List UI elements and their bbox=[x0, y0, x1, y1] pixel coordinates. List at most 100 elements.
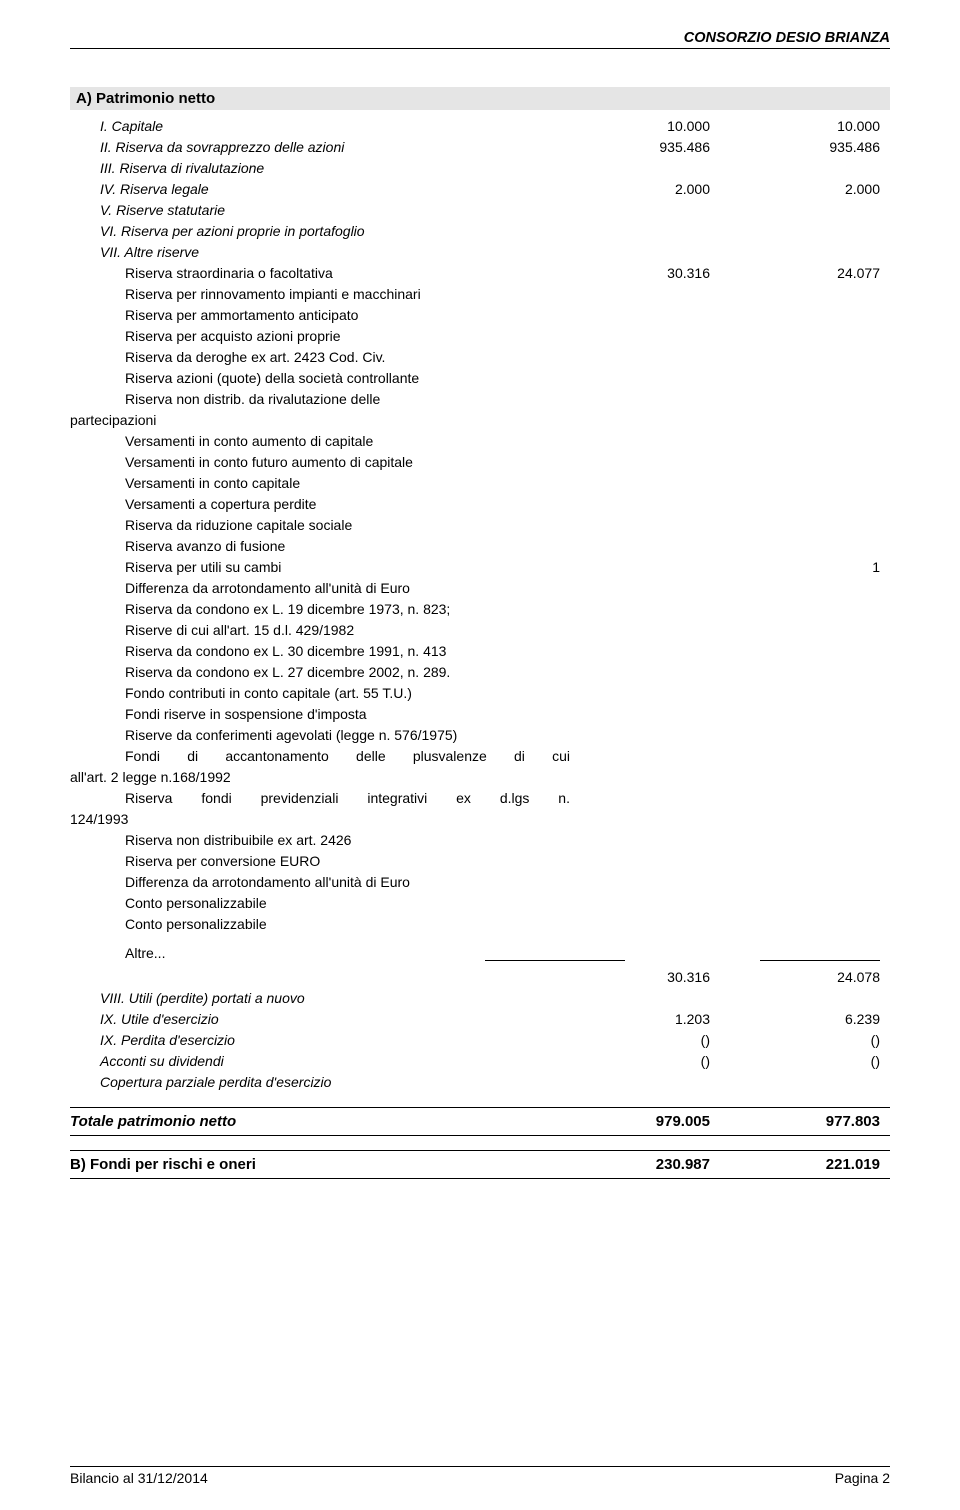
label: Totale patrimonio netto bbox=[70, 1113, 570, 1130]
value-b: 24.077 bbox=[740, 263, 890, 284]
row-conversione: Riserva per conversione EURO bbox=[70, 851, 890, 872]
label: Copertura parziale perdita d'esercizio bbox=[70, 1072, 570, 1093]
label: all'art. 2 legge n.168/1992 bbox=[70, 767, 570, 788]
row-rinnovamento: Riserva per rinnovamento impianti e macc… bbox=[70, 284, 890, 305]
row-subtotal-vii: 30.316 24.078 bbox=[70, 967, 890, 988]
row-conferimenti: Riserve da conferimenti agevolati (legge… bbox=[70, 725, 890, 746]
row-statutarie: V. Riserve statutarie bbox=[70, 200, 890, 221]
label: IX. Perdita d'esercizio bbox=[70, 1030, 570, 1051]
row-deroghe: Riserva da deroghe ex art. 2423 Cod. Civ… bbox=[70, 347, 890, 368]
label: III. Riserva di rivalutazione bbox=[70, 158, 570, 179]
row-riduzione: Riserva da riduzione capitale sociale bbox=[70, 515, 890, 536]
row-copertura-parz: Copertura parziale perdita d'esercizio bbox=[70, 1072, 890, 1093]
value-b: 221.019 bbox=[740, 1156, 890, 1173]
row-diff-arr1: Differenza da arrotondamento all'unità d… bbox=[70, 578, 890, 599]
row-fondi-sosp: Fondi riserve in sospensione d'imposta bbox=[70, 704, 890, 725]
page-container: CONSORZIO DESIO BRIANZA A) Patrimonio ne… bbox=[0, 0, 960, 1510]
label: Riserva azioni (quote) della società con… bbox=[70, 368, 570, 389]
label: Riserva per ammortamento anticipato bbox=[70, 305, 570, 326]
row-straordinaria: Riserva straordinaria o facoltativa 30.3… bbox=[70, 263, 890, 284]
row-condono73-1: Riserva da condono ex L. 19 dicembre 197… bbox=[70, 599, 890, 620]
label: Conto personalizzabile bbox=[70, 893, 570, 914]
label: Fondi riserve in sospensione d'imposta bbox=[70, 704, 570, 725]
label: Riserva da condono ex L. 30 dicembre 199… bbox=[70, 641, 570, 662]
label: II. Riserva da sovrapprezzo delle azioni bbox=[70, 137, 570, 158]
row-ammortamento: Riserva per ammortamento anticipato bbox=[70, 305, 890, 326]
section-a-header: A) Patrimonio netto bbox=[70, 87, 890, 110]
label: Riserva avanzo di fusione bbox=[70, 536, 570, 557]
label: Conto personalizzabile bbox=[70, 914, 570, 935]
row-total-patrimonio: Totale patrimonio netto 979.005 977.803 bbox=[70, 1107, 890, 1136]
row-section-b: B) Fondi per rischi e oneri 230.987 221.… bbox=[70, 1150, 890, 1179]
label: Riserva per rinnovamento impianti e macc… bbox=[70, 284, 570, 305]
label: Riserve da conferimenti agevolati (legge… bbox=[70, 725, 570, 746]
value-b: 935.486 bbox=[740, 137, 890, 158]
row-plusvalenze-1: Fondi di accantonamento delle plusvalenz… bbox=[70, 746, 890, 767]
value-a: 935.486 bbox=[570, 137, 740, 158]
label: Altre... bbox=[70, 945, 485, 961]
label: Differenza da arrotondamento all'unità d… bbox=[70, 872, 570, 893]
row-vers-copertura: Versamenti a copertura perdite bbox=[70, 494, 890, 515]
row-previdenziali-1: Riserva fondi previdenziali integrativi … bbox=[70, 788, 890, 809]
label: Versamenti a copertura perdite bbox=[70, 494, 570, 515]
header-org: CONSORZIO DESIO BRIANZA bbox=[70, 30, 890, 49]
value-a: 979.005 bbox=[570, 1113, 740, 1130]
value-b: 24.078 bbox=[740, 967, 890, 988]
row-capitale: I. Capitale 10.000 10.000 bbox=[70, 116, 890, 137]
label: partecipazioni bbox=[70, 410, 570, 431]
value-b: () bbox=[740, 1030, 890, 1051]
section-b-title: B) Fondi per rischi e oneri bbox=[70, 1156, 570, 1173]
row-controllante: Riserva azioni (quote) della società con… bbox=[70, 368, 890, 389]
value-b bbox=[740, 158, 890, 179]
value-a: () bbox=[570, 1030, 740, 1051]
label: IX. Utile d'esercizio bbox=[70, 1009, 570, 1030]
row-non-dist-2426: Riserva non distribuibile ex art. 2426 bbox=[70, 830, 890, 851]
label: Riserve di cui all'art. 15 d.l. 429/1982 bbox=[70, 620, 570, 641]
row-condono73-2: Riserve di cui all'art. 15 d.l. 429/1982 bbox=[70, 620, 890, 641]
row-acquisto: Riserva per acquisto azioni proprie bbox=[70, 326, 890, 347]
row-rivalutazione: III. Riserva di rivalutazione bbox=[70, 158, 890, 179]
row-condono02-1: Riserva da condono ex L. 27 dicembre 200… bbox=[70, 662, 890, 683]
row-non-distrib-1: Riserva non distrib. da rivalutazione de… bbox=[70, 389, 890, 410]
label: VII. Altre riserve bbox=[70, 242, 570, 263]
row-perdita-es: IX. Perdita d'esercizio () () bbox=[70, 1030, 890, 1051]
row-plusvalenze-2: all'art. 2 legge n.168/1992 bbox=[70, 767, 890, 788]
value-a: 230.987 bbox=[570, 1156, 740, 1173]
label: Riserva per acquisto azioni proprie bbox=[70, 326, 570, 347]
label: Riserva fondi previdenziali integrativi … bbox=[70, 788, 570, 809]
label: Riserva da deroghe ex art. 2423 Cod. Civ… bbox=[70, 347, 570, 368]
label: Fondo contributi in conto capitale (art.… bbox=[70, 683, 570, 704]
label: Versamenti in conto futuro aumento di ca… bbox=[70, 452, 570, 473]
label: VI. Riserva per azioni proprie in portaf… bbox=[70, 221, 570, 242]
value-a: () bbox=[570, 1051, 740, 1072]
value-a: 2.000 bbox=[570, 179, 740, 200]
row-conto2: Conto personalizzabile bbox=[70, 914, 890, 935]
row-altre-dots: Altre... bbox=[70, 945, 890, 961]
value-b: () bbox=[740, 1051, 890, 1072]
value-a: 30.316 bbox=[570, 263, 740, 284]
footer-left: Bilancio al 31/12/2014 bbox=[70, 1470, 208, 1486]
row-diff-arr2: Differenza da arrotondamento all'unità d… bbox=[70, 872, 890, 893]
row-condono02-2: Fondo contributi in conto capitale (art.… bbox=[70, 683, 890, 704]
value-a: 30.316 bbox=[570, 967, 740, 988]
label: IV. Riserva legale bbox=[70, 179, 570, 200]
row-avanzo: Riserva avanzo di fusione bbox=[70, 536, 890, 557]
label: Riserva da condono ex L. 27 dicembre 200… bbox=[70, 662, 570, 683]
label: I. Capitale bbox=[70, 116, 570, 137]
label: Versamenti in conto capitale bbox=[70, 473, 570, 494]
label: V. Riserve statutarie bbox=[70, 200, 570, 221]
row-vers-capitale: Versamenti in conto capitale bbox=[70, 473, 890, 494]
label: Fondi di accantonamento delle plusvalenz… bbox=[70, 746, 570, 767]
row-utili-cambi: Riserva per utili su cambi 1 bbox=[70, 557, 890, 578]
row-azioni-proprie: VI. Riserva per azioni proprie in portaf… bbox=[70, 221, 890, 242]
row-vers-futuro: Versamenti in conto futuro aumento di ca… bbox=[70, 452, 890, 473]
label: 124/1993 bbox=[70, 809, 570, 830]
value-b: 10.000 bbox=[740, 116, 890, 137]
value-a: 10.000 bbox=[570, 116, 740, 137]
label: Riserva da riduzione capitale sociale bbox=[70, 515, 570, 536]
label: Riserva straordinaria o facoltativa bbox=[70, 263, 570, 284]
underline-2 bbox=[760, 946, 880, 961]
row-utili-perdite: VIII. Utili (perdite) portati a nuovo bbox=[70, 988, 890, 1009]
row-altre-riserve-hdr: VII. Altre riserve bbox=[70, 242, 890, 263]
label: Riserva non distribuibile ex art. 2426 bbox=[70, 830, 570, 851]
